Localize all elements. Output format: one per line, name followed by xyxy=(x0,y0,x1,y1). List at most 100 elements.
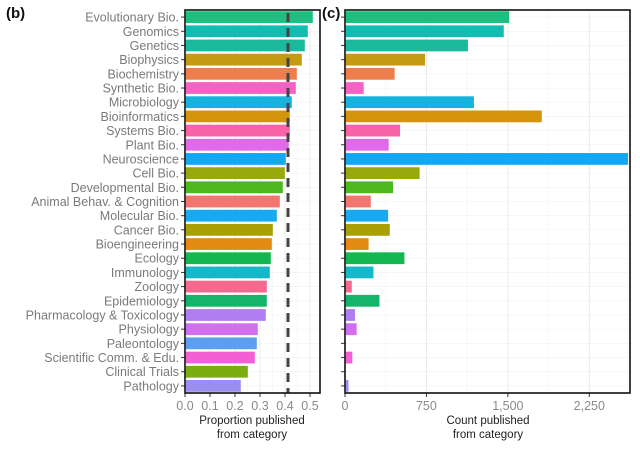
bar-synthetic-bio xyxy=(185,82,296,94)
category-label: Plant Bio. xyxy=(125,138,179,152)
bar-paleontology xyxy=(185,337,257,350)
bar-cell-bio xyxy=(185,167,285,180)
panel-c-count-chart: 0 750 1,500 2,250 Count published from cate… xyxy=(341,9,631,441)
bar-biophysics xyxy=(185,53,302,66)
category-label: Physiology xyxy=(119,323,180,337)
bar-scientific-comm-edu xyxy=(345,351,353,364)
bar-bioinformatics xyxy=(345,110,542,123)
category-label: Pharmacology & Toxicology xyxy=(26,308,180,322)
bar-microbiology xyxy=(185,96,292,109)
bar-animal-behav-cognition xyxy=(345,195,371,208)
bar-zoology xyxy=(345,280,352,293)
panel-label-c: (c) xyxy=(322,5,340,22)
bar-genetics xyxy=(185,39,305,52)
category-label: Developmental Bio. xyxy=(71,181,179,195)
x-tick-label: 0.0 xyxy=(176,399,193,413)
bar-cancer-bio xyxy=(185,223,273,236)
category-label: Pathology xyxy=(123,379,179,393)
category-label: Paleontology xyxy=(107,337,180,351)
category-label: Epidemiology xyxy=(104,294,180,308)
panel-b-x-axis-title-line2: from category xyxy=(217,429,288,441)
category-label: Molecular Bio. xyxy=(100,209,179,223)
x-tick-label: 750 xyxy=(416,399,437,413)
bar-animal-behav-cognition xyxy=(185,195,280,208)
bar-cell-bio xyxy=(345,167,420,180)
category-label: Bioinformatics xyxy=(101,110,180,124)
x-tick-label: 0.1 xyxy=(201,399,218,413)
bar-epidemiology xyxy=(185,294,267,307)
bar-developmental-bio xyxy=(345,181,394,194)
bar-zoology xyxy=(185,280,267,293)
bar-systems-bio xyxy=(345,124,401,137)
category-label: Scientific Comm. & Edu. xyxy=(44,351,179,365)
bar-evolutionary-bio xyxy=(185,11,313,23)
panel-b-bars xyxy=(185,11,313,392)
category-label: Biochemistry xyxy=(107,67,179,81)
category-label: Ecology xyxy=(135,252,180,266)
bar-pharmacology-toxicology xyxy=(185,309,266,321)
bar-microbiology xyxy=(345,96,474,109)
panel-c-frame xyxy=(344,9,631,394)
category-label: Bioengineering xyxy=(96,238,179,252)
category-label: Genomics xyxy=(123,25,179,39)
bar-pathology xyxy=(185,380,241,392)
bar-biochemistry xyxy=(345,67,395,80)
category-label: Neuroscience xyxy=(103,152,179,166)
panel-c-grid xyxy=(344,10,630,393)
bar-bioengineering xyxy=(345,238,369,250)
bar-neuroscience xyxy=(345,153,629,165)
panel-b-proportion-chart: Evolutionary Bio.GenomicsGeneticsBiophys… xyxy=(26,9,321,441)
bar-bioinformatics xyxy=(185,110,290,123)
category-labels: Evolutionary Bio.GenomicsGeneticsBiophys… xyxy=(26,11,185,393)
category-label: Cell Bio. xyxy=(132,167,179,181)
category-label: Zoology xyxy=(135,280,180,294)
bar-evolutionary-bio xyxy=(345,11,510,23)
x-tick-label: 0.5 xyxy=(301,399,318,413)
category-label: Animal Behav. & Cognition xyxy=(31,195,179,209)
bar-immunology xyxy=(185,266,270,279)
bar-epidemiology xyxy=(345,294,380,307)
category-label: Genetics xyxy=(130,39,179,53)
category-label: Cancer Bio. xyxy=(114,223,179,237)
bar-molecular-bio xyxy=(185,209,277,222)
panel-c-x-axis-title-line2: from category xyxy=(453,429,524,441)
panel-c-x-axis-title-line1: Count published xyxy=(446,415,529,427)
bar-physiology xyxy=(345,323,357,336)
bar-scientific-comm-edu xyxy=(185,351,255,364)
category-label: Microbiology xyxy=(109,96,180,110)
bar-genetics xyxy=(345,39,468,52)
bar-molecular-bio xyxy=(345,209,389,222)
panel-c-bars xyxy=(345,11,629,392)
bar-genomics xyxy=(345,25,504,38)
panel-b-frame xyxy=(184,9,321,394)
panel-c-x-axis: 0 750 1,500 2,250 xyxy=(342,393,605,413)
bar-neuroscience xyxy=(185,153,286,165)
bar-synthetic-bio xyxy=(345,82,364,94)
category-label: Synthetic Bio. xyxy=(103,82,179,96)
bar-pharmacology-toxicology xyxy=(345,309,356,321)
bar-systems-bio xyxy=(185,124,290,137)
bar-biochemistry xyxy=(185,67,297,80)
bar-immunology xyxy=(345,266,374,279)
bar-pathology xyxy=(345,380,349,392)
category-label: Evolutionary Bio. xyxy=(85,11,179,25)
bar-developmental-bio xyxy=(185,181,283,194)
bar-plant-bio xyxy=(345,138,389,151)
bar-physiology xyxy=(185,323,258,336)
bar-clinical-trials xyxy=(185,365,248,378)
panel-b-x-axis: 0.0 0.1 0.2 0.3 0.4 0.5 xyxy=(176,393,319,413)
category-label: Clinical Trials xyxy=(105,365,179,379)
panel-b-x-axis-title-line1: Proportion published xyxy=(199,415,305,427)
panel-label-b: (b) xyxy=(6,5,25,22)
bar-bioengineering xyxy=(185,238,272,250)
x-tick-label: 0 xyxy=(342,399,349,413)
x-tick-label: 2,250 xyxy=(574,399,605,413)
bar-biophysics xyxy=(345,53,426,66)
category-label: Biophysics xyxy=(119,53,179,67)
x-tick-label: 0.4 xyxy=(276,399,293,413)
x-tick-label: 1,500 xyxy=(492,399,523,413)
bar-ecology xyxy=(185,252,271,265)
bar-ecology xyxy=(345,252,405,265)
bar-plant-bio xyxy=(185,138,289,151)
